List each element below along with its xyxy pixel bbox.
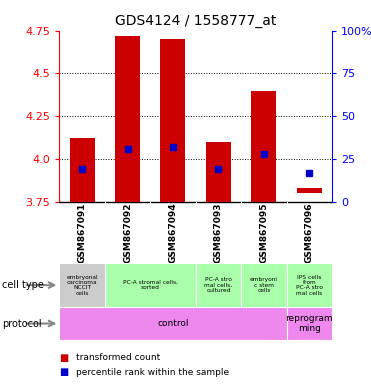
Text: GSM867094: GSM867094 [168,202,177,263]
Bar [59,263,105,307]
Text: ■: ■ [59,353,69,363]
Text: cell type: cell type [2,280,44,290]
Text: control: control [157,319,189,328]
Bar [59,307,286,340]
Bar [286,263,332,307]
Bar [196,263,241,307]
Text: protocol: protocol [2,318,42,329]
Text: GSM867095: GSM867095 [259,202,268,263]
Bar [105,263,196,307]
Bar [70,138,95,202]
Bar [286,307,332,340]
Text: PC-A stromal cells,
sorted: PC-A stromal cells, sorted [123,280,178,290]
Text: ■: ■ [59,367,69,377]
Text: embryonal
carcinoma
NCCIT
cells: embryonal carcinoma NCCIT cells [66,275,98,296]
Text: GSM867091: GSM867091 [78,202,86,263]
Bar [161,39,186,202]
Text: reprogram
ming: reprogram ming [286,314,333,333]
Text: GSM867092: GSM867092 [123,202,132,263]
Bar [115,36,140,202]
Text: GSM867093: GSM867093 [214,202,223,263]
Text: transformed count: transformed count [76,353,160,362]
Bar [252,91,276,202]
Bar [297,188,322,193]
Text: percentile rank within the sample: percentile rank within the sample [76,368,229,377]
Bar [241,263,286,307]
Title: GDS4124 / 1558777_at: GDS4124 / 1558777_at [115,14,276,28]
Text: IPS cells
from
PC-A stro
mal cells: IPS cells from PC-A stro mal cells [296,275,323,296]
Bar [206,142,231,202]
Text: GSM867096: GSM867096 [305,202,314,263]
Text: PC-A stro
mal cells,
cultured: PC-A stro mal cells, cultured [204,277,233,293]
Text: embryoni
c stem
cells: embryoni c stem cells [250,277,278,293]
